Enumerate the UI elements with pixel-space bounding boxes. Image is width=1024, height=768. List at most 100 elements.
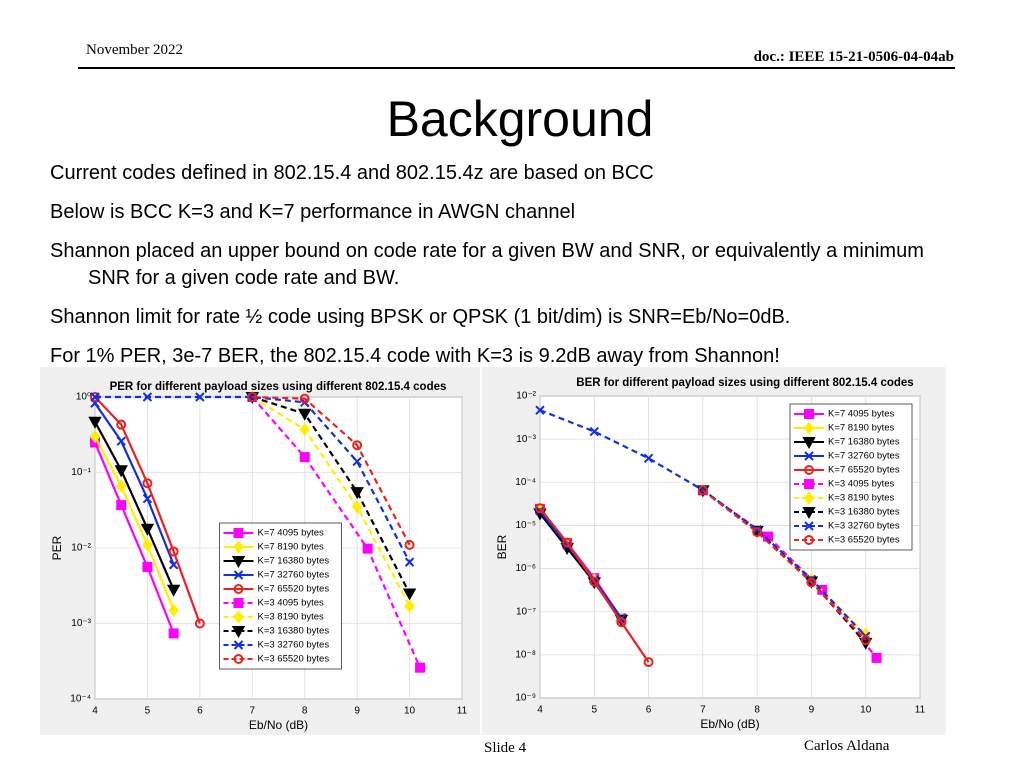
marker [752,524,762,535]
legend-label: K=3 65520 bytes [828,535,900,546]
x-tick-label: 8 [302,706,308,717]
series-line [539,507,650,663]
legend-label: K=3 65520 bytes [258,654,330,665]
marker [804,451,814,461]
marker [804,535,814,545]
marker [643,657,654,668]
marker [535,405,545,415]
series-line [251,396,411,607]
marker [168,560,179,570]
y-tick-label: 10⁻⁸ [515,649,536,660]
bullet: Current codes defined in 802.15.4 and 80… [50,162,654,184]
marker [168,603,179,617]
bullet: Below is BCC K=3 and K=7 performance in … [50,201,576,223]
marker [350,487,364,500]
marker [298,408,312,421]
x-tick-label: 6 [646,705,652,716]
y-tick-label: 10⁻⁹ [515,693,536,704]
legend-label: K=3 4095 bytes [828,479,895,490]
x-tick-label: 8 [754,705,760,716]
chart-title: PER for different payload sizes using di… [110,381,447,393]
slide-number: Slide 4 [484,740,527,756]
marker [804,409,814,419]
marker [116,500,127,511]
marker [352,440,363,451]
y-tick-label: 10⁻² [71,543,91,554]
y-tick-label: 10⁻³ [516,434,536,445]
bullet-list: Current codes defined in 802.15.4 and 80… [50,160,960,382]
x-tick-label: 7 [700,705,706,716]
marker [803,421,815,435]
marker [233,640,244,650]
header-doc: doc.: IEEE 15-21-0506-04-04ab [753,49,954,65]
series-line [93,442,175,634]
marker [90,392,100,402]
marker [802,437,816,450]
marker [116,436,126,446]
marker [351,500,363,514]
y-tick-label: 10⁻⁵ [515,520,536,531]
marker [233,528,244,538]
x-tick-label: 11 [915,705,926,716]
marker [233,570,244,580]
x-tick-label: 10 [860,705,872,716]
legend-label: K=3 8190 bytes [828,493,895,504]
marker [535,503,545,514]
marker [233,598,244,608]
bullet: Shannon limit for rate ½ code using BPSK… [50,306,791,328]
marker [299,452,310,463]
legend-label: K=7 8190 bytes [828,423,895,434]
x-tick-label: 11 [457,706,468,717]
marker [140,523,155,536]
marker [88,416,102,429]
marker [643,453,654,463]
marker [362,543,373,554]
series-line [94,421,175,591]
legend-label: K=3 16380 bytes [258,626,330,637]
marker [415,662,426,673]
marker [116,419,127,430]
legend-label: K=7 16380 bytes [258,556,330,567]
series-line [94,396,201,624]
marker [803,491,815,505]
y-tick-label: 10⁰ [76,392,91,403]
y-axis-label: PER [50,535,64,560]
y-tick-label: 10⁻³ [71,618,91,629]
marker [806,577,817,588]
marker [142,538,153,552]
marker [142,562,153,573]
marker [89,429,101,444]
marker [616,617,627,628]
author: Carlos Aldana [804,738,890,754]
marker [404,539,415,550]
y-tick-label: 10⁻⁶ [515,563,536,574]
legend-label: K=3 32760 bytes [828,521,900,532]
bullet: Shannon placed an upper bound on code ra… [50,240,924,289]
marker [589,426,599,437]
legend-label: K=7 4095 bytes [258,528,325,539]
marker [299,422,310,437]
chart: 4 5 6 7 8 9 10 11 10⁻⁴ 10⁻³ 10⁻² 10⁻¹ 10⁰ PER for dif… [40,367,480,735]
marker [142,493,153,504]
marker [247,392,258,402]
marker [231,556,246,569]
series-line [251,396,422,669]
marker [194,618,205,629]
marker [802,507,816,520]
marker [168,546,179,557]
x-tick-label: 9 [354,706,360,717]
marker [233,610,244,624]
header-rule [78,67,955,69]
marker [233,540,244,554]
chart-title: BER for different payload sizes using di… [576,377,913,389]
legend-label: K=7 8190 bytes [258,542,325,553]
marker [402,588,417,601]
series-line [251,395,411,594]
marker [233,584,244,594]
marker [231,626,246,639]
legend-label: K=7 65520 bytes [258,584,330,595]
marker [142,392,153,402]
x-tick-label: 6 [197,706,203,717]
